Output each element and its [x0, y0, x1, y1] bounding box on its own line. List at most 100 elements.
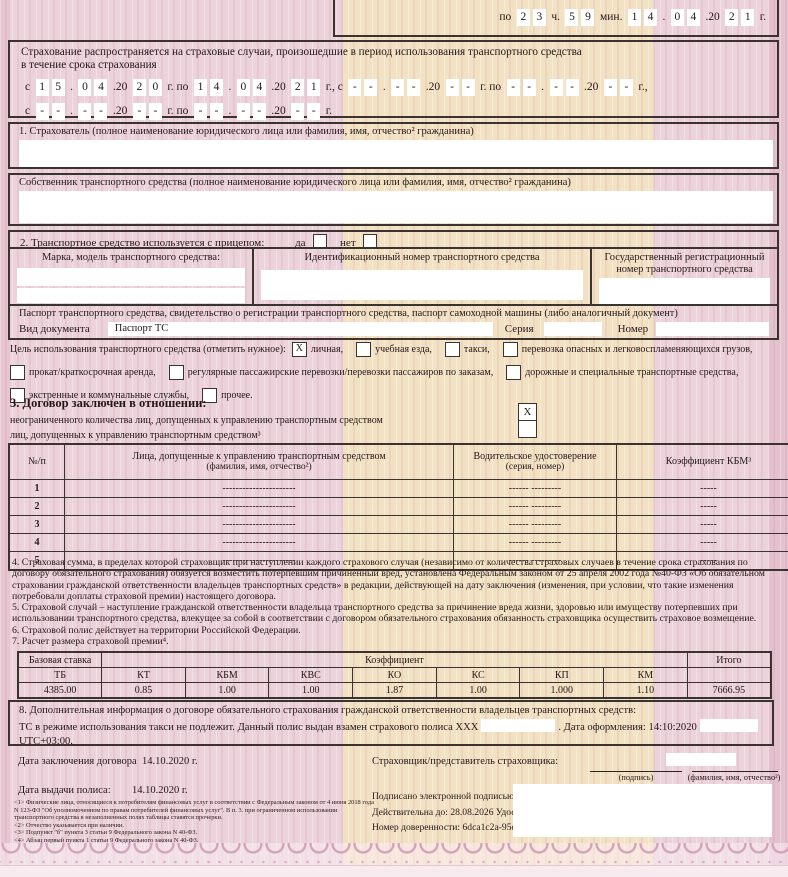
coefficient-code-header: КБМ — [184, 667, 270, 683]
driver-row-cell[interactable]: ------ --------- — [453, 515, 617, 534]
date-digit-cell[interactable]: - — [549, 79, 563, 96]
drivers-table-subheader: (фамилия, имя, отчество²) — [206, 462, 312, 472]
date-digit-cell[interactable]: - — [132, 103, 146, 120]
date-digit-cell[interactable]: - — [35, 103, 49, 120]
date-digit-cell[interactable]: - — [445, 79, 459, 96]
driver-row-cell[interactable]: ----- — [616, 479, 788, 498]
date-digit-cell[interactable]: 2 — [725, 8, 739, 26]
trailer-yes-checkbox[interactable] — [313, 234, 328, 248]
driver-row-cell[interactable]: ------ --------- — [453, 533, 617, 552]
coefficient-value[interactable]: 1.10 — [603, 682, 688, 699]
section8-line3: UTC+03:00. — [19, 736, 73, 747]
purpose-checkbox[interactable] — [10, 388, 25, 403]
date-digit-cell[interactable]: 4 — [643, 8, 657, 26]
driver-row-cell[interactable]: ----- — [616, 551, 788, 571]
date-digit-cell[interactable]: 1 — [35, 79, 49, 96]
purpose-checkbox[interactable] — [10, 365, 25, 380]
date-digit-cell[interactable]: - — [506, 79, 520, 96]
coefficient-value[interactable]: 1.00 — [268, 682, 354, 699]
date-digit-cell[interactable]: 0 — [670, 8, 684, 26]
purpose-checkbox[interactable] — [202, 388, 218, 403]
driver-row-cell[interactable]: ---------------------- — [64, 533, 454, 552]
driver-row-cell[interactable]: ---------------------- — [64, 497, 454, 516]
date-digit-cell[interactable]: 5 — [565, 8, 579, 26]
date-digit-cell[interactable]: - — [407, 79, 421, 96]
date-digit-cell[interactable]: - — [619, 79, 633, 96]
date-digit-cell[interactable]: - — [461, 79, 475, 96]
driver-row-cell[interactable]: ------ --------- — [453, 551, 617, 571]
vehicle-make-input-2[interactable] — [17, 287, 245, 303]
date-digit-cell[interactable]: - — [391, 79, 405, 96]
purpose-checkbox[interactable] — [506, 365, 522, 380]
date-digit-cell[interactable]: - — [78, 103, 92, 120]
limited-persons-checkbox[interactable] — [518, 419, 537, 438]
date-digit-cell[interactable]: 4 — [252, 79, 266, 96]
driver-row-cell[interactable]: ---------------------- — [64, 479, 454, 498]
date-digit-cell[interactable]: 3 — [532, 8, 546, 26]
date-digit-cell[interactable]: - — [565, 79, 579, 96]
driver-row-cell[interactable]: ----- — [616, 497, 788, 516]
date-digit-cell[interactable]: 5 — [51, 79, 65, 96]
date-digit-cell[interactable]: 2 — [291, 79, 305, 96]
driver-row-number[interactable]: 2 — [8, 497, 65, 516]
doc-type-input[interactable]: Паспорт ТС — [107, 322, 493, 336]
date-digit-cell[interactable]: 9 — [581, 8, 595, 26]
number-input[interactable] — [656, 322, 769, 336]
driver-row-number[interactable]: 1 — [8, 479, 65, 498]
premium-total-value[interactable]: 7666.95 — [686, 682, 772, 699]
date-digit-cell[interactable]: - — [307, 103, 321, 120]
coefficient-value[interactable]: 4385.00 — [17, 682, 103, 699]
coefficient-value[interactable]: 0.85 — [101, 682, 186, 699]
coefficient-value[interactable]: 1.00 — [184, 682, 270, 699]
purpose-checkbox[interactable] — [168, 365, 184, 380]
insured-label: 1. Страхователь (полное наименование юри… — [19, 126, 474, 137]
date-digit-cell[interactable]: 4 — [686, 8, 700, 26]
date-digit-cell[interactable]: - — [51, 103, 65, 120]
date-digit-cell[interactable]: 2 — [132, 79, 146, 96]
vehicle-make-input[interactable] — [17, 267, 245, 286]
unlimited-persons-checkbox[interactable]: X — [518, 403, 537, 421]
date-digit-cell[interactable]: 4 — [209, 79, 223, 96]
coefficient-value[interactable]: 1.87 — [352, 682, 437, 699]
coefficient-value[interactable]: 1.000 — [519, 682, 605, 699]
date-digit-cell[interactable]: - — [148, 103, 162, 120]
date-digit-cell[interactable]: - — [193, 103, 207, 120]
purpose-checkbox[interactable] — [502, 342, 518, 357]
date-digit-cell[interactable]: 2 — [516, 8, 530, 26]
purpose-checkbox[interactable] — [444, 342, 460, 357]
date-digit-cell[interactable]: 1 — [627, 8, 641, 26]
purpose-checkbox[interactable] — [356, 342, 372, 357]
driver-row-number[interactable]: 3 — [8, 515, 65, 534]
date-digit-cell[interactable]: - — [209, 103, 223, 120]
date-digit-cell[interactable]: - — [348, 79, 362, 96]
date-digit-cell[interactable]: - — [603, 79, 617, 96]
driver-row-cell[interactable]: ----- — [616, 533, 788, 552]
date-digit-cell[interactable]: 0 — [236, 79, 250, 96]
date-digit-cell[interactable]: - — [94, 103, 108, 120]
date-digit-cell[interactable]: - — [291, 103, 305, 120]
date-digit-cell[interactable]: - — [236, 103, 250, 120]
coefficient-value[interactable]: 1.00 — [435, 682, 521, 699]
series-input[interactable] — [543, 322, 602, 336]
owner-name-input[interactable] — [19, 191, 773, 223]
date-digit-cell[interactable]: 4 — [94, 79, 108, 96]
date-digit-cell[interactable]: 1 — [307, 79, 321, 96]
date-digit-cell[interactable]: 1 — [193, 79, 207, 96]
vehicle-vin-input[interactable] — [261, 269, 583, 300]
insured-name-input[interactable] — [19, 140, 773, 167]
date-digit-cell[interactable]: - — [252, 103, 266, 120]
driver-row-number[interactable]: 4 — [8, 533, 65, 552]
driver-row-cell[interactable]: ----- — [616, 515, 788, 534]
date-digit-cell[interactable]: 0 — [148, 79, 162, 96]
trailer-no-checkbox[interactable] — [363, 234, 378, 248]
purpose-checkbox[interactable]: X — [291, 342, 307, 357]
driver-row-cell[interactable]: ------ --------- — [453, 497, 617, 516]
date-digit-cell[interactable]: - — [522, 79, 536, 96]
date-digit-cell[interactable]: 0 — [78, 79, 92, 96]
date-digit-cell[interactable]: 1 — [741, 8, 755, 26]
driver-row-cell[interactable]: ------ --------- — [453, 479, 617, 498]
footnote: <1> Физические лица, относящиеся к потре… — [14, 799, 374, 822]
date-digit-cell[interactable]: - — [364, 79, 378, 96]
vehicle-regnumber-input[interactable] — [599, 278, 770, 304]
driver-row-cell[interactable]: ---------------------- — [64, 515, 454, 534]
